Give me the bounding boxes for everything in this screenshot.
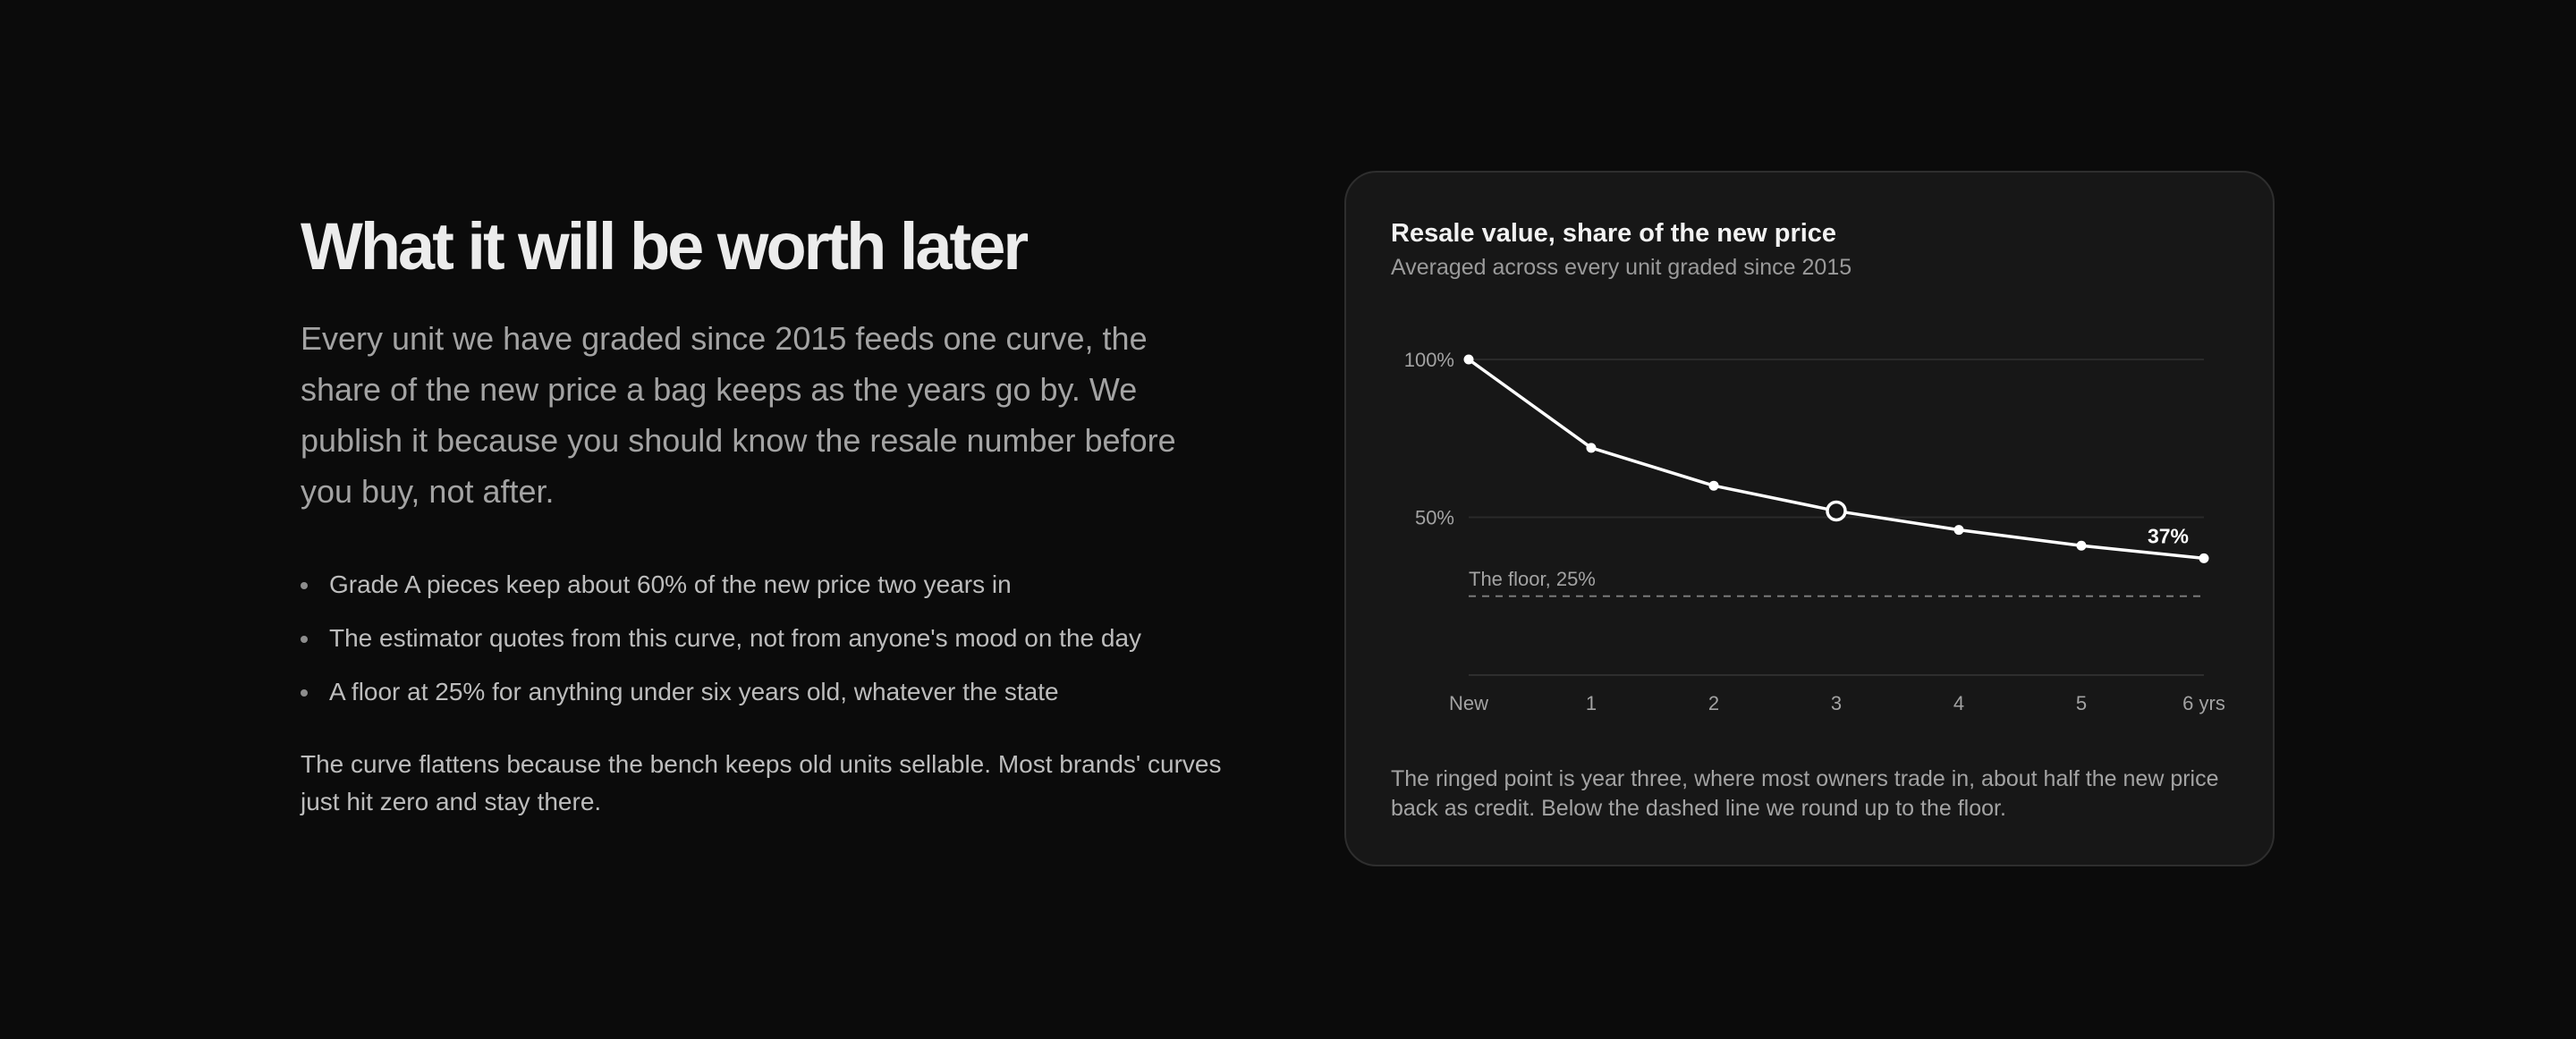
x-tick-label: 2 bbox=[1708, 692, 1719, 714]
data-point bbox=[2076, 540, 2087, 551]
list-item-text: The estimator quotes from this curve, no… bbox=[329, 624, 1142, 652]
data-point bbox=[2199, 553, 2209, 563]
resale-line-chart: 100% 50% The floor, 25% New 1 2 3 4 5 6 yrs 37% bbox=[1404, 349, 2225, 714]
data-point bbox=[1708, 480, 1719, 491]
data-point bbox=[1586, 443, 1597, 453]
intro-section: What it will be worth later Every unit w… bbox=[301, 204, 1222, 821]
page-title: What it will be worth later bbox=[301, 209, 1029, 283]
closing-paragraph: The curve flattens because the bench kee… bbox=[301, 750, 1222, 815]
x-tick-label: 5 bbox=[2076, 692, 2087, 714]
x-tick-label: 4 bbox=[1953, 692, 1964, 714]
chart-subtitle: Averaged across every unit graded since … bbox=[1391, 255, 1852, 280]
list-item-text: A floor at 25% for anything under six ye… bbox=[329, 678, 1059, 705]
bullet-dot-icon bbox=[301, 582, 308, 589]
x-tick-label: 1 bbox=[1586, 692, 1597, 714]
chart-card: Resale value, share of the new price Ave… bbox=[1344, 171, 2275, 866]
x-tick-label: 6 yrs bbox=[2182, 692, 2225, 714]
data-point bbox=[1463, 354, 1474, 365]
highlight-point bbox=[1826, 500, 1847, 522]
lead-paragraph: Every unit we have graded since 2015 fee… bbox=[301, 320, 1176, 510]
data-point bbox=[1953, 525, 1964, 536]
x-tick-label: New bbox=[1449, 692, 1488, 714]
end-value-label: 37% bbox=[2148, 524, 2189, 547]
floor-reference-label: The floor, 25% bbox=[1469, 568, 1596, 590]
y-tick-label: 100% bbox=[1404, 349, 1454, 371]
series-line bbox=[1467, 358, 2206, 561]
x-tick-label: 3 bbox=[1831, 692, 1842, 714]
bullet-dot-icon bbox=[301, 636, 308, 643]
bullet-dot-icon bbox=[301, 689, 308, 697]
list-item: The estimator quotes from this curve, no… bbox=[301, 624, 1222, 653]
chart-note: The ringed point is year three, where mo… bbox=[1391, 766, 2219, 821]
y-tick-label: 50% bbox=[1415, 507, 1454, 529]
feature-list: Grade A pieces keep about 60% of the new… bbox=[301, 570, 1222, 706]
list-item-text: Grade A pieces keep about 60% of the new… bbox=[329, 570, 1012, 598]
list-item: Grade A pieces keep about 60% of the new… bbox=[301, 570, 1222, 599]
chart-title: Resale value, share of the new price bbox=[1391, 219, 1837, 248]
list-item: A floor at 25% for anything under six ye… bbox=[301, 678, 1222, 706]
